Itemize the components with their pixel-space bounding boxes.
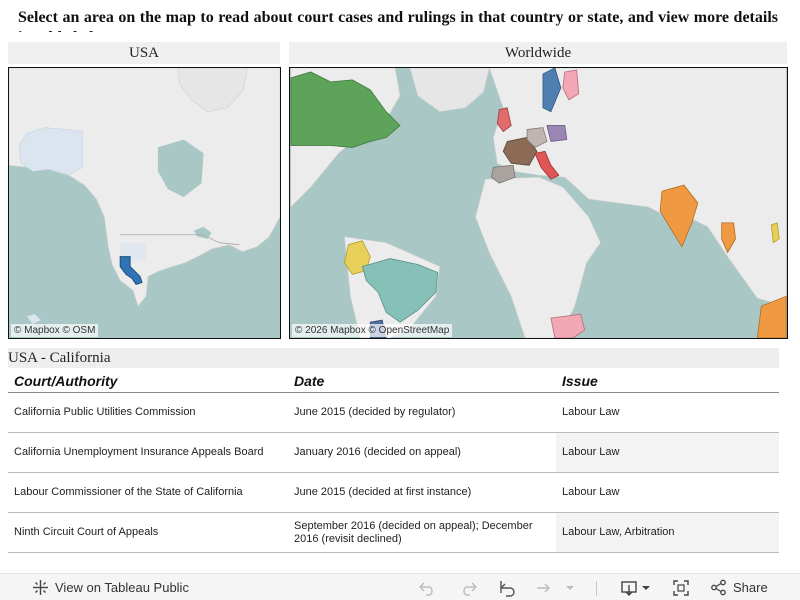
refresh-button[interactable] [535, 574, 555, 600]
court-cell: Ninth Circuit Court of Appeals [14, 526, 159, 538]
date-cell: June 2015 (decided by regulator) [294, 406, 456, 418]
court-cell: California Public Utilities Commission [14, 406, 196, 418]
date-cell: January 2016 (decided on appeal) [294, 446, 461, 458]
usa-map[interactable]: © Mapbox © OSM [8, 67, 281, 339]
philippines-shape[interactable] [770, 222, 780, 244]
south-africa-shape[interactable] [550, 313, 586, 338]
share-button[interactable]: Share [710, 574, 768, 600]
australia-shape[interactable] [756, 295, 787, 338]
greenland-shape [177, 68, 248, 112]
thailand-shape[interactable] [721, 222, 736, 254]
hawaii-shape[interactable] [26, 313, 42, 325]
table-row[interactable]: Labour Commissioner of the State of Cali… [8, 473, 779, 513]
us-canada-border [120, 234, 240, 246]
revert-button[interactable] [498, 574, 518, 600]
tableau-toolbar: View on Tableau Public [0, 573, 800, 600]
sweden-shape[interactable] [542, 68, 562, 113]
table-row[interactable]: California Public Utilities Commission J… [8, 393, 779, 433]
table-row[interactable]: California Unemployment Insurance Appeal… [8, 433, 779, 473]
issue-cell: Labour Law [562, 486, 620, 498]
chevron-down-icon [641, 583, 651, 593]
world-map-title: Worldwide [289, 42, 787, 64]
view-on-tableau-button[interactable]: View on Tableau Public [32, 574, 189, 600]
greenland-land [409, 68, 490, 112]
tableau-logo-icon [32, 579, 49, 596]
download-button[interactable] [620, 574, 651, 600]
great-lakes [193, 226, 212, 239]
fullscreen-button[interactable] [672, 574, 690, 600]
spain-shape[interactable] [490, 164, 516, 184]
redo-icon [458, 579, 478, 597]
issue-cell: Labour Law [562, 406, 620, 418]
column-header-date[interactable]: Date [294, 373, 325, 389]
redo-button[interactable] [458, 574, 478, 600]
court-cell: Labour Commissioner of the State of Cali… [14, 486, 243, 498]
fullscreen-icon [672, 579, 690, 597]
hudson-bay [157, 139, 204, 198]
california-shape[interactable] [119, 256, 143, 285]
brazil-shape[interactable] [361, 258, 439, 323]
world-map-canvas[interactable] [290, 68, 787, 338]
refresh-icon [535, 579, 555, 597]
column-header-court[interactable]: Court/Authority [14, 373, 118, 389]
undo-icon [418, 579, 438, 597]
issue-cell: Labour Law [556, 433, 779, 472]
chevron-down-icon [565, 583, 575, 593]
table-header: Court/Authority Date Issue [8, 370, 779, 393]
share-label: Share [733, 580, 768, 595]
instruction-text: Select an area on the map to read about … [18, 9, 778, 32]
canada-shape[interactable] [290, 71, 401, 148]
uk-shape[interactable] [496, 107, 512, 133]
usa-map-attribution[interactable]: © Mapbox © OSM [11, 324, 99, 337]
selection-label: USA - California [8, 348, 779, 368]
court-cell: California Unemployment Insurance Appeal… [14, 446, 264, 458]
revert-icon [498, 579, 518, 597]
column-header-issue[interactable]: Issue [562, 373, 598, 389]
north-america-landmass [9, 68, 280, 307]
issue-cell: Labour Law, Arbitration [556, 513, 779, 552]
toolbar-divider [596, 581, 597, 596]
india-shape[interactable] [659, 184, 699, 248]
cases-table: Court/Authority Date Issue California Pu… [8, 370, 779, 553]
world-map-attribution[interactable]: © 2026 Mapbox © OpenStreetMap [292, 324, 453, 337]
view-on-tableau-label: View on Tableau Public [55, 580, 189, 595]
share-icon [710, 579, 727, 596]
alaska-shape[interactable] [18, 127, 83, 176]
italy-shape[interactable] [534, 150, 560, 180]
download-icon [620, 579, 638, 597]
table-row[interactable]: Ninth Circuit Court of Appeals September… [8, 513, 779, 553]
usa-map-canvas[interactable] [9, 68, 280, 338]
date-cell: September 2016 (decided on appeal); Dece… [294, 519, 533, 545]
pause-dropdown[interactable] [565, 574, 575, 600]
poland-shape[interactable] [546, 125, 568, 142]
undo-button[interactable] [418, 574, 438, 600]
africa-land [475, 176, 601, 338]
date-cell: June 2015 (decided at first instance) [294, 486, 472, 498]
finland-shape[interactable] [562, 69, 580, 101]
germany-shape[interactable] [526, 127, 548, 148]
world-map[interactable]: © 2026 Mapbox © OpenStreetMap [289, 67, 788, 339]
usa-map-title: USA [8, 42, 280, 64]
